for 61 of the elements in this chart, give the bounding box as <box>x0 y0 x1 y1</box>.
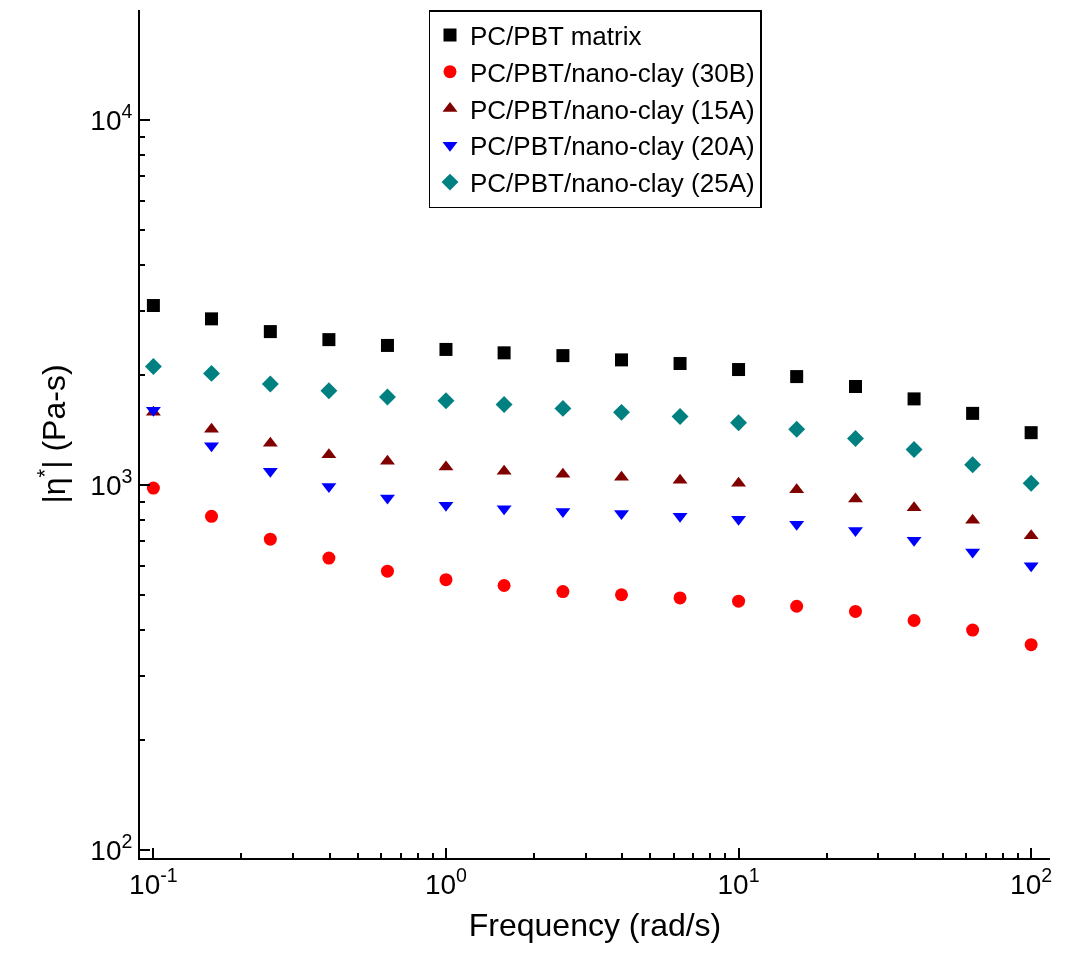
legend-label: PC/PBT matrix <box>470 21 642 52</box>
point <box>907 614 921 627</box>
x-axis-title: Frequency (rad/s) <box>468 907 722 943</box>
point <box>732 363 746 377</box>
point <box>671 407 689 425</box>
point <box>144 358 162 375</box>
point <box>556 585 570 599</box>
point <box>613 403 630 421</box>
y-tick-label: 10$^{2}$ <box>90 829 133 866</box>
point <box>847 430 864 447</box>
point <box>966 623 980 637</box>
point <box>437 392 455 410</box>
point <box>966 406 980 420</box>
point <box>497 346 511 360</box>
point <box>790 370 804 384</box>
point <box>1024 426 1038 440</box>
point <box>788 420 806 438</box>
point <box>263 532 277 546</box>
y-tick-label: 10$^{4}$ <box>90 99 133 136</box>
point <box>554 399 572 417</box>
x-tick-label: 10$^{-1}$ <box>129 863 178 900</box>
point <box>556 349 570 363</box>
point <box>263 325 277 339</box>
point <box>614 353 628 367</box>
point <box>380 564 394 578</box>
point <box>146 299 160 313</box>
point <box>146 481 160 495</box>
point <box>673 357 687 371</box>
point <box>205 509 219 523</box>
point <box>730 414 748 432</box>
point <box>848 380 862 393</box>
point <box>790 599 804 613</box>
legend-label: PC/PBT/nano-clay (30B) <box>470 57 755 88</box>
legend-label: PC/PBT/nano-clay (20A) <box>470 131 755 162</box>
point <box>907 392 921 406</box>
point <box>964 456 982 474</box>
point <box>379 388 396 406</box>
x-tick-label: 10$^{1}$ <box>717 863 760 900</box>
point <box>673 591 687 605</box>
point <box>322 551 336 565</box>
legend-label: PC/PBT/nano-clay (15A) <box>470 94 755 125</box>
legend-label: PC/PBT/nano-clay (25A) <box>470 168 755 199</box>
point <box>320 382 338 400</box>
point <box>439 342 453 356</box>
point <box>495 396 513 413</box>
point <box>439 573 453 587</box>
point <box>322 333 336 347</box>
point <box>497 579 511 592</box>
point <box>1022 474 1040 492</box>
point <box>1024 638 1038 652</box>
point <box>205 312 219 326</box>
point <box>905 441 923 458</box>
point <box>203 364 220 382</box>
point <box>261 375 279 393</box>
point <box>615 588 628 602</box>
x-tick-label: 10$^{2}$ <box>1010 863 1053 900</box>
y-tick-label: 10$^{3}$ <box>90 464 133 501</box>
point <box>849 604 862 618</box>
point <box>380 338 394 352</box>
point <box>732 594 746 608</box>
x-tick-label: 10$^{0}$ <box>424 863 468 900</box>
